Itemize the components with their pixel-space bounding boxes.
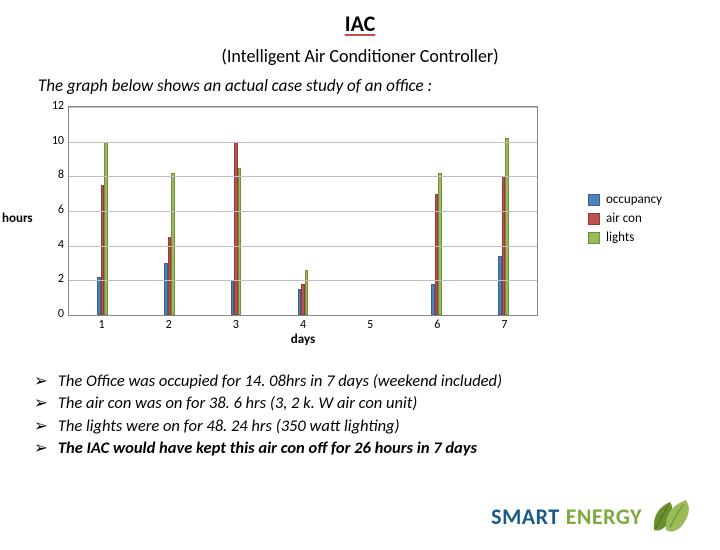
bar (305, 270, 309, 315)
x-tick: 2 (135, 318, 202, 332)
bullet-icon: ➢ (34, 370, 48, 392)
bar (438, 173, 442, 315)
grid-line (69, 246, 537, 247)
grid-line (69, 280, 537, 281)
bar (171, 173, 175, 315)
bullet-text: The air con was on for 38. 6 hrs (3, 2 k… (58, 392, 417, 414)
bar (505, 138, 509, 315)
legend-label: lights (606, 230, 634, 245)
x-tick: 1 (68, 318, 135, 332)
slide-subtitle: (Intelligent Air Conditioner Controller) (0, 45, 720, 67)
y-axis-label: hours (2, 211, 33, 226)
legend-item: lights (588, 230, 662, 245)
x-tick: 3 (202, 318, 269, 332)
x-axis-label: days (68, 332, 538, 347)
y-tick: 12 (52, 99, 64, 113)
bullet-icon: ➢ (34, 392, 48, 414)
logo-word-1: SMART (491, 503, 560, 530)
legend-swatch (588, 194, 600, 206)
legend: occupancy air con lights (588, 188, 662, 249)
grid-line (69, 176, 537, 177)
bullet-item: ➢ The IAC would have kept this air con of… (34, 437, 720, 459)
grid-line (69, 142, 537, 143)
bullet-item: ➢ The air con was on for 38. 6 hrs (3, 2 … (34, 392, 720, 414)
legend-item: occupancy (588, 192, 662, 207)
y-tick: 8 (58, 168, 64, 182)
grid-line (69, 107, 537, 108)
slide-root: IAC (Intelligent Air Conditioner Control… (0, 10, 720, 550)
slide-title: IAC (0, 10, 720, 37)
legend-item: air con (588, 211, 662, 226)
legend-label: air con (606, 211, 642, 226)
bar (104, 142, 108, 315)
y-tick: 0 (58, 307, 64, 321)
y-tick: 4 (58, 238, 64, 252)
y-tick: 2 (58, 272, 64, 286)
bullet-list: ➢ The Office was occupied for 14. 08hrs i… (34, 370, 720, 459)
x-tick: 6 (404, 318, 471, 332)
bullet-text: The Office was occupied for 14. 08hrs in… (58, 370, 502, 392)
bullet-text: The IAC would have kept this air con off… (58, 437, 477, 459)
grid-line (69, 211, 537, 212)
bar (238, 168, 242, 315)
bullet-item: ➢ The lights were on for 48. 24 hrs (350 … (34, 415, 720, 437)
x-tick: 4 (269, 318, 336, 332)
x-tick: 7 (471, 318, 538, 332)
bullet-icon: ➢ (34, 415, 48, 437)
chart-container: hours 024681012 1234567 days occupancyai… (42, 106, 662, 346)
legend-swatch (588, 213, 600, 225)
y-tick: 6 (58, 203, 64, 217)
logo-word-2: ENERGY (566, 503, 642, 530)
leaf-icon (648, 496, 696, 536)
legend-swatch (588, 232, 600, 244)
bullet-item: ➢ The Office was occupied for 14. 08hrs i… (34, 370, 720, 392)
y-axis: 024681012 (42, 106, 68, 346)
logo: SMART ENERGY (491, 496, 696, 536)
legend-label: occupancy (606, 192, 662, 207)
plot-area (68, 106, 538, 316)
bullet-text: The lights were on for 48. 24 hrs (350 w… (58, 415, 400, 437)
case-study-line: The graph below shows an actual case stu… (38, 75, 720, 96)
x-tick: 5 (337, 318, 404, 332)
y-tick: 10 (52, 134, 64, 148)
bullet-icon: ➢ (34, 437, 48, 459)
x-axis: 1234567 (68, 318, 538, 332)
